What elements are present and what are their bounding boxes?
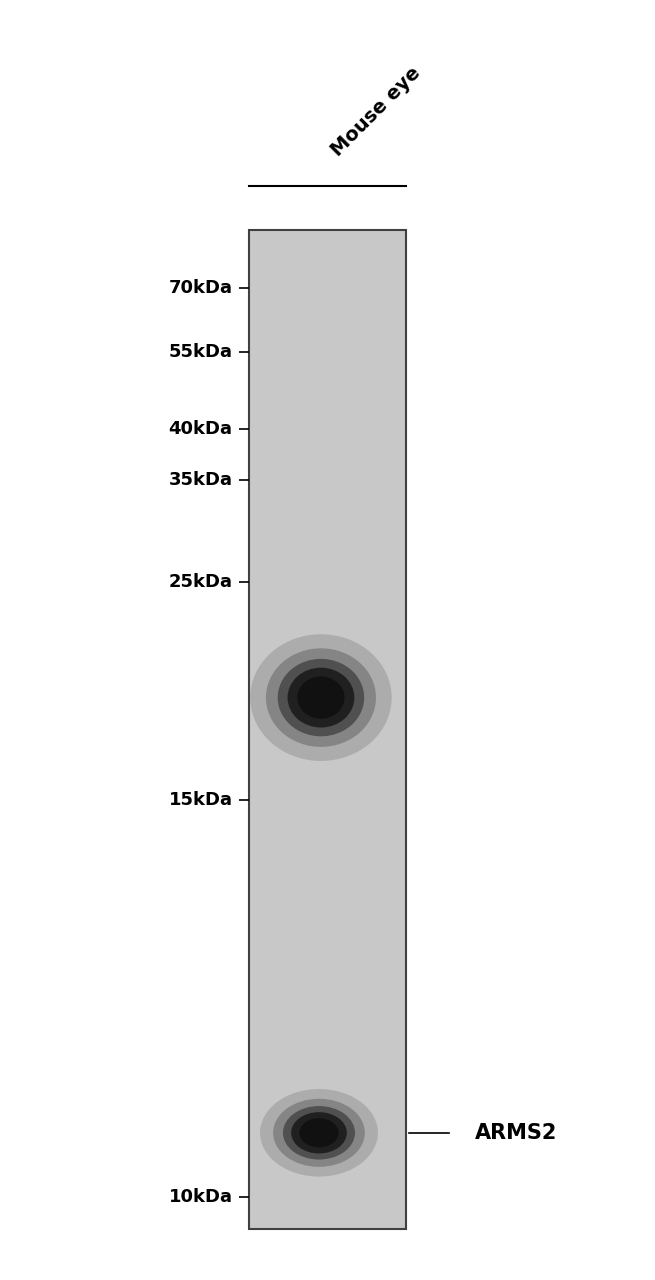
Text: 10kDa: 10kDa — [168, 1188, 233, 1206]
Ellipse shape — [288, 668, 354, 727]
Ellipse shape — [299, 1119, 339, 1147]
Text: 40kDa: 40kDa — [168, 420, 233, 438]
Text: 55kDa: 55kDa — [168, 343, 233, 361]
Ellipse shape — [266, 649, 376, 748]
Text: ARMS2: ARMS2 — [475, 1123, 557, 1143]
Ellipse shape — [283, 1106, 355, 1160]
Ellipse shape — [273, 1098, 365, 1167]
FancyBboxPatch shape — [249, 230, 406, 1229]
Ellipse shape — [250, 635, 392, 760]
Ellipse shape — [291, 1112, 347, 1153]
Text: 70kDa: 70kDa — [168, 279, 233, 297]
Ellipse shape — [260, 1089, 378, 1176]
Ellipse shape — [278, 659, 364, 736]
Ellipse shape — [297, 677, 345, 719]
Text: Mouse eye: Mouse eye — [328, 63, 424, 160]
Text: 25kDa: 25kDa — [168, 573, 233, 591]
Text: 35kDa: 35kDa — [168, 471, 233, 489]
Text: 15kDa: 15kDa — [168, 791, 233, 809]
